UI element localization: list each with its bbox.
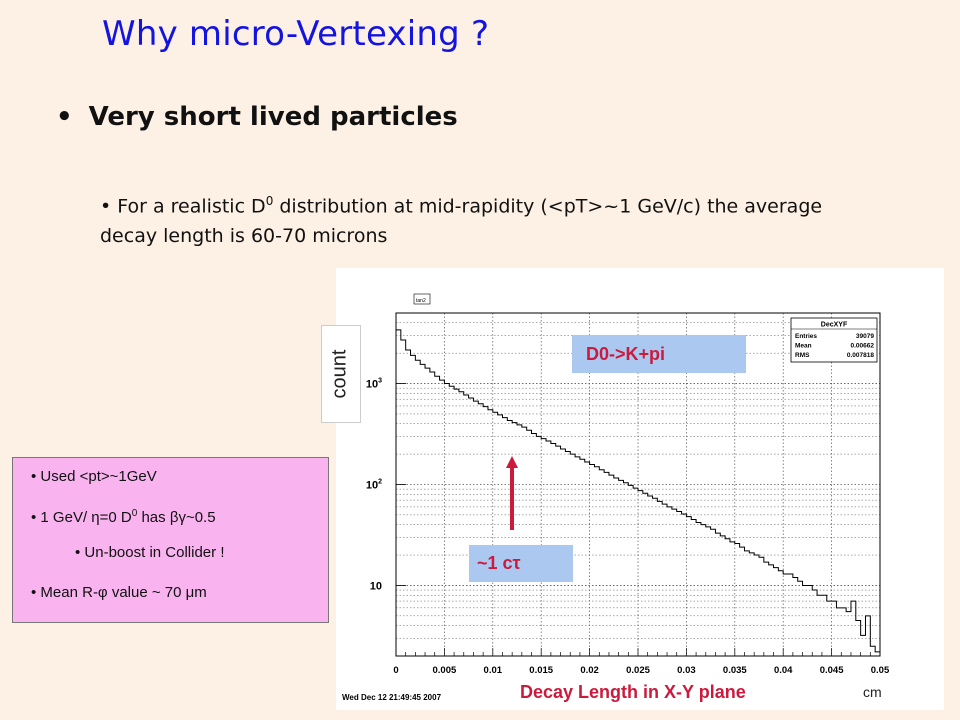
stats-value: 0.007818 — [847, 352, 874, 359]
x-tick-label: 0.005 — [433, 665, 457, 676]
y-tick-label: 102 — [366, 479, 382, 492]
info-line-2: • 1 GeV/ η=0 D0 has βγ~0.5 — [31, 508, 216, 526]
x-tick-label: 0.045 — [820, 665, 844, 676]
ctau-label: ~1 cτ — [469, 545, 573, 582]
x-tick-label: 0.035 — [723, 665, 747, 676]
info-line-2-post: has βγ~0.5 — [137, 509, 216, 526]
stats-name: DecXYF — [821, 322, 848, 329]
x-axis-label: Decay Length in X-Y plane — [520, 682, 746, 702]
histogram-svg: tan2 0 0.005 0.01 0.015 0.02 0.025 0.03 0.035 0.0… — [366, 293, 890, 676]
stats-box — [790, 317, 878, 363]
x-axis-unit: cm — [863, 684, 882, 700]
info-line-4: • Mean R-φ value ~ 70 μm — [31, 584, 207, 601]
stats-key: RMS — [795, 352, 810, 359]
bullet-dot: • — [56, 102, 73, 132]
histogram-line — [396, 329, 880, 653]
pad-tag: tan2 — [416, 298, 426, 304]
x-tick-label: 0.04 — [774, 665, 793, 676]
main-bullet: • Very short lived particles — [56, 102, 458, 132]
channel-label: D0->K+pi — [572, 335, 746, 373]
x-tick-label: 0.025 — [626, 665, 650, 676]
stats-value: 39079 — [856, 333, 874, 340]
slide-title: Why micro-Vertexing ? — [102, 14, 490, 54]
y-tick-label: 10 — [370, 580, 382, 592]
x-tick-label: 0.01 — [484, 665, 503, 676]
description-paragraph: • For a realistic D0 distribution at mid… — [100, 186, 860, 251]
para-post: distribution at mid-rapidity (<pT>~1 GeV… — [100, 195, 823, 248]
stats-key: Entries — [795, 333, 817, 340]
x-tick-label: 0 — [393, 665, 398, 676]
y-axis-label-box: count — [321, 325, 361, 423]
x-tick-label: 0.05 — [871, 665, 890, 676]
main-bullet-text: Very short lived particles — [88, 102, 458, 132]
pad-tag-box — [413, 293, 431, 305]
info-line-1: • Used <pt>~1GeV — [31, 468, 157, 485]
para-sup: 0 — [265, 194, 274, 208]
stats-key: Mean — [795, 343, 812, 350]
x-tick-label: 0.03 — [677, 665, 696, 676]
para-pre: • For a realistic D — [100, 195, 266, 218]
info-line-2-pre: • 1 GeV/ η=0 D — [31, 509, 132, 526]
histogram-plot: tan2 0 0.005 0.01 0.015 0.02 0.025 0.03 0.035 0.0… — [336, 268, 944, 710]
ctau-arrow-head — [506, 456, 518, 468]
x-tick-label: 0.02 — [580, 665, 599, 676]
info-line-2-sup: 0 — [131, 508, 138, 519]
stats-value: 0.00662 — [851, 343, 875, 350]
plot-timestamp: Wed Dec 12 21:49:45 2007 — [342, 693, 442, 702]
info-line-3: • Un-boost in Collider ! — [75, 544, 225, 561]
x-tick-label: 0.015 — [529, 665, 553, 676]
y-axis-label: count — [328, 349, 351, 399]
y-tick-label: 103 — [366, 378, 382, 391]
info-box: • Used <pt>~1GeV • 1 GeV/ η=0 D0 has βγ~… — [12, 457, 329, 623]
